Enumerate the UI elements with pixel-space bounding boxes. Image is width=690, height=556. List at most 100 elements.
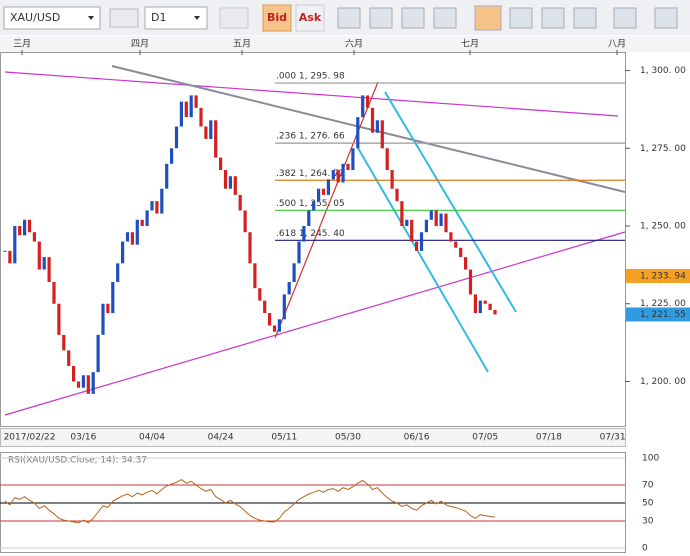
candle <box>214 120 218 158</box>
tool-button[interactable] <box>573 7 597 29</box>
candle <box>390 170 394 189</box>
candle <box>331 170 335 180</box>
fib-label: .500 1, 255. 05 <box>276 199 345 209</box>
candle <box>238 194 242 211</box>
candle <box>86 375 90 394</box>
candle <box>419 232 424 251</box>
price-tag <box>626 268 690 283</box>
candle <box>27 219 32 233</box>
candle <box>468 269 473 295</box>
tool-button[interactable] <box>109 8 139 28</box>
x-tick-label: 05/11 <box>271 433 297 443</box>
candle <box>91 372 95 394</box>
tool-button[interactable] <box>433 7 457 29</box>
candle <box>292 263 296 282</box>
tool-button[interactable] <box>509 7 533 29</box>
fib-label: .382 1, 264. 71 <box>276 169 345 179</box>
candle <box>111 281 115 314</box>
candle <box>380 120 384 149</box>
candle <box>81 375 85 388</box>
trendline <box>111 65 626 193</box>
candle <box>23 219 27 236</box>
price-tag <box>626 307 690 322</box>
rsi-tick-label: 0 <box>642 544 648 554</box>
candle <box>179 101 183 127</box>
candle <box>135 219 139 245</box>
x-tick-label: 03/16 <box>70 433 96 443</box>
x-tick-label: 04/04 <box>139 433 165 443</box>
candle <box>52 281 56 304</box>
candle <box>410 219 414 242</box>
candle <box>121 241 125 264</box>
candle <box>253 263 257 289</box>
tool-button[interactable] <box>337 7 361 29</box>
candle <box>321 188 326 195</box>
candle <box>37 241 41 270</box>
x-tick-label: 07/05 <box>472 433 498 443</box>
candle <box>130 232 134 245</box>
timeframe-select[interactable] <box>144 6 208 30</box>
candle <box>243 210 247 233</box>
rsi-tick-label: 100 <box>642 454 659 464</box>
trendline <box>4 71 619 117</box>
candle <box>341 163 345 183</box>
channel-line <box>357 147 489 373</box>
candle <box>223 170 228 189</box>
symbol: XAU/USD <box>10 11 60 24</box>
tool-button[interactable] <box>401 7 425 29</box>
candle <box>302 226 306 242</box>
y-tick-label: 1, 200. 00 <box>640 377 686 387</box>
candle <box>125 232 130 242</box>
x-tick-label: 07/31 <box>600 433 626 443</box>
rsi-title: RSI(XAU/USD.Close, 14): 34.37 <box>8 456 147 466</box>
candle <box>233 176 237 195</box>
candle <box>67 350 71 366</box>
candle <box>228 176 232 189</box>
candle <box>42 257 46 270</box>
ask-button[interactable] <box>295 4 325 32</box>
candle <box>8 250 12 264</box>
candle <box>356 117 360 149</box>
candle <box>454 241 458 248</box>
y-tick-label: 1, 225. 00 <box>640 299 686 309</box>
candle <box>405 219 409 227</box>
tool-button[interactable] <box>369 7 393 29</box>
month-label: 六月 <box>345 38 363 50</box>
candle <box>155 201 159 214</box>
fib-label: .618 1, 245. 40 <box>276 229 345 239</box>
candle <box>317 188 321 202</box>
candle <box>194 95 198 108</box>
rsi-tick-label: 50 <box>642 499 654 509</box>
candle <box>145 210 149 227</box>
tool-button[interactable] <box>541 7 565 29</box>
symbol-select[interactable] <box>3 6 101 30</box>
tool-button[interactable] <box>613 7 637 29</box>
candle <box>13 226 17 264</box>
tool-button[interactable] <box>654 7 678 29</box>
x-tick-label: 04/24 <box>208 433 234 443</box>
fib-label: .236 1, 276. 66 <box>276 132 345 142</box>
ask-label: Ask <box>299 11 322 24</box>
tool-button[interactable] <box>219 7 249 29</box>
candle <box>101 303 105 335</box>
fib-label: .000 1, 295. 98 <box>276 72 345 82</box>
candle <box>312 201 316 211</box>
candle <box>434 210 438 227</box>
trendline <box>4 231 626 416</box>
candle <box>473 294 477 314</box>
candle <box>248 232 252 264</box>
bid-button[interactable] <box>262 4 292 32</box>
candle <box>483 300 487 304</box>
candle <box>282 294 286 320</box>
candle <box>277 319 281 332</box>
candle <box>150 201 154 211</box>
candle <box>493 309 497 315</box>
candle <box>272 325 277 332</box>
tool-button[interactable] <box>474 5 502 31</box>
candle <box>165 163 169 189</box>
candle <box>263 300 267 314</box>
month-label: 七月 <box>461 39 479 50</box>
candle <box>258 288 262 301</box>
month-strip <box>0 36 690 52</box>
candle <box>415 241 419 251</box>
